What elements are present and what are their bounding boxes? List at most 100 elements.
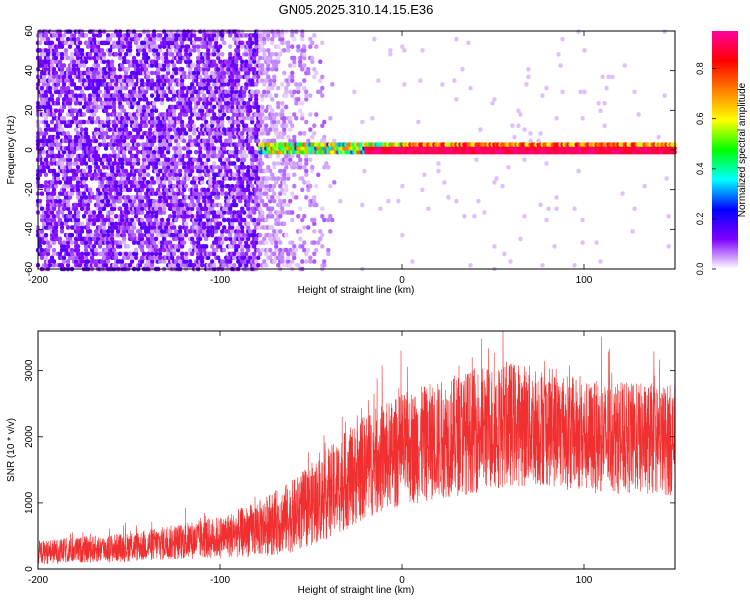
spectrogram-cell [49,119,55,125]
spectrogram-cell [95,187,101,193]
spectrogram-cell [125,33,131,38]
spectrogram-cell [45,191,51,196]
spectrogram-cell [57,112,63,117]
spectrogram-cell [326,165,331,170]
spectrogram-cell [436,161,441,166]
spectrogram-cell [59,108,65,113]
spectrogram-cell [312,217,317,223]
spectrogram-cell [37,165,43,170]
spectrogram-cell [93,251,99,257]
spectrogram-cell [81,202,87,208]
spectrogram-cell [148,48,153,53]
spectrogram-cell [103,131,109,136]
spectrogram-cell [93,172,99,178]
spectrogram-cell [119,116,125,121]
spectrogram-cell [178,146,183,151]
spectrogram-cell [61,85,67,91]
spectrogram-cell [79,251,85,257]
spectrogram-cell [53,138,59,144]
spectrogram-cell [156,180,161,185]
spectrogram-cell [314,247,319,253]
spectrogram-cell [292,172,297,178]
spectrogram-cell [129,116,135,121]
spectrogram-cell [160,55,165,61]
spectrogram-cell [140,206,145,211]
spectrogram-cell [142,221,147,227]
spectrogram-cell [294,195,299,200]
spectrogram-cell [156,36,161,42]
spectrogram-cell [101,55,107,61]
spectrogram-cell [544,217,549,223]
spectrogram-cell [91,244,97,249]
spectrogram-cell [81,213,87,219]
spectrogram-cell [53,55,59,61]
spectrogram-cell [67,44,73,49]
spectrogram-cell [158,131,163,136]
spectrogram-cell [156,221,161,227]
spectrogram-cell [49,149,55,155]
spectrogram-cell [111,142,117,147]
spectrogram-cell [37,127,43,132]
spectrogram-cell [150,251,155,257]
spectrogram-cell [117,55,123,61]
spectrogram-cell [268,78,273,83]
spectrogram-cell [101,255,107,260]
spectrogram-cell [55,131,61,136]
spectrogram-cell [146,180,151,185]
spectrogram-cell [142,104,147,110]
spectrogram-cell [75,51,81,57]
spectrogram-cell [160,85,165,91]
spectrogram-cell [115,168,121,174]
spectrogram-cell [59,67,65,72]
spectrogram-cell [77,100,83,106]
spectrogram-cell [131,138,137,144]
spectrogram-cell [47,85,53,91]
spectrogram-cell [59,36,65,42]
spectrogram-cell [138,176,143,181]
spectrogram-cell [320,74,325,80]
spectrogram-cell [310,165,315,170]
spectrogram-cell [109,229,115,234]
spectrogram-cell [111,100,117,106]
spectrogram-cell [51,157,57,162]
spectrogram-cell [103,187,109,193]
spectrogram-cell [121,138,127,144]
spectrogram-cell [59,225,65,230]
spectrogram-cell [146,244,151,249]
spectrogram-cell [131,176,137,181]
spectrogram-cell [87,138,93,144]
spectrogram-cell [282,221,287,227]
spectrogram-cell [127,262,133,268]
spectrogram-cell [196,44,201,49]
spectrogram-cell [152,36,157,42]
spectrogram-cell [162,236,167,242]
spectrogram-cell [242,116,247,121]
spectrogram-cell [79,225,85,230]
spectrogram-cell [133,153,139,159]
spectrogram-cell [296,213,301,219]
spectrogram-cell [79,48,85,53]
spectrogram-cell [280,29,285,34]
spectrogram-cell [236,157,241,162]
spectrogram-cell [73,259,79,264]
spectrogram-cell [113,225,119,230]
spectrogram-cell [71,213,77,219]
spectrogram-cell [73,100,79,106]
spectrogram-cell [99,251,105,257]
spectrogram-cell [156,51,161,57]
spectrogram-cell [172,183,177,189]
spectrogram-cell [65,202,71,208]
spectrogram-cell [65,97,71,102]
spectrogram-cell [93,161,99,166]
spectrogram-cell [136,142,141,147]
spectrogram-cell [156,70,161,76]
spectrogram-cell [312,240,317,245]
spectrogram-cell [150,213,155,219]
spectrogram-cell [144,89,149,95]
spectrogram-cell [131,55,137,61]
spectrogram-cell [73,116,79,121]
spectrogram-cell [304,89,309,95]
spectrogram-cell [420,187,425,193]
spectrogram-cell [55,213,61,219]
